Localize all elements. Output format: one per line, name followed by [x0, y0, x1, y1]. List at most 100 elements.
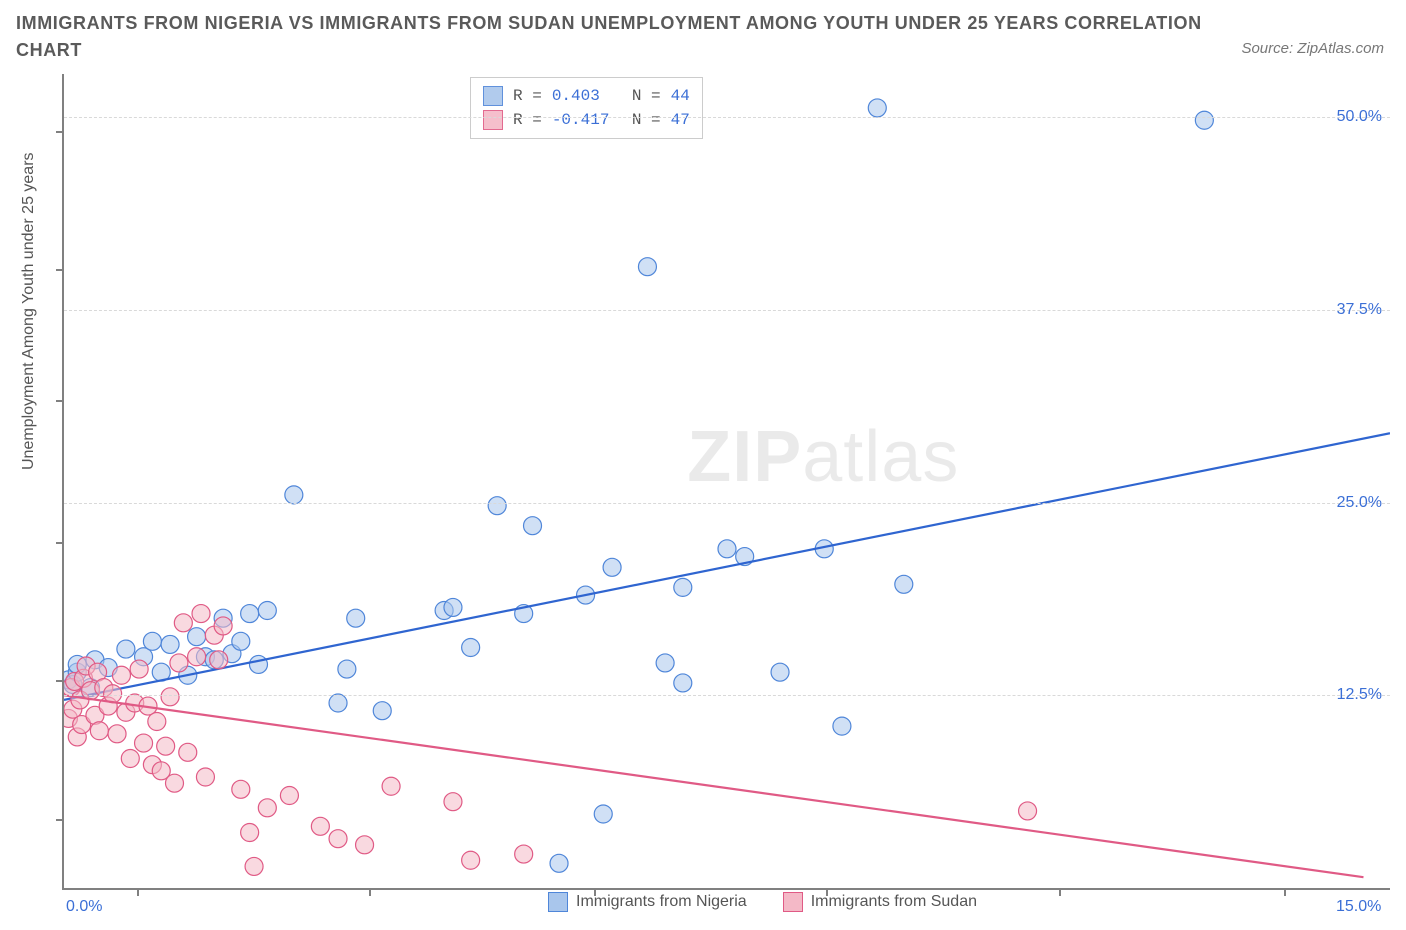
scatter-point-sudan [356, 836, 374, 854]
gridline [64, 117, 1390, 118]
scatter-point-sudan [192, 605, 210, 623]
scatter-point-nigeria [347, 609, 365, 627]
gridline [64, 503, 1390, 504]
scatter-point-nigeria [338, 660, 356, 678]
scatter-point-nigeria [638, 258, 656, 276]
y-tick-label: 25.0% [1337, 494, 1382, 512]
legend-n-value: 47 [671, 108, 690, 132]
scatter-point-sudan [108, 725, 126, 743]
scatter-point-sudan [157, 737, 175, 755]
legend-n-label: N = [632, 84, 661, 108]
scatter-point-nigeria [232, 632, 250, 650]
scatter-point-nigeria [143, 632, 161, 650]
scatter-point-sudan [382, 777, 400, 795]
scatter-point-nigeria [1195, 111, 1213, 129]
gridline [64, 310, 1390, 311]
scatter-point-sudan [245, 857, 263, 875]
scatter-point-nigeria [594, 805, 612, 823]
x-tick-mark [1059, 888, 1061, 896]
y-tick-mark [56, 400, 64, 402]
scatter-point-sudan [1019, 802, 1037, 820]
legend-item-sudan: Immigrants from Sudan [783, 892, 977, 912]
legend-item-nigeria: Immigrants from Nigeria [548, 892, 747, 912]
scatter-point-nigeria [444, 598, 462, 616]
legend-swatch-sudan [783, 892, 803, 912]
scatter-point-sudan [166, 774, 184, 792]
legend-series-name: Immigrants from Sudan [811, 893, 977, 911]
scatter-point-sudan [241, 824, 259, 842]
y-tick-mark [56, 131, 64, 133]
scatter-point-sudan [174, 614, 192, 632]
chart-container: IMMIGRANTS FROM NIGERIA VS IMMIGRANTS FR… [0, 0, 1406, 930]
scatter-point-sudan [90, 722, 108, 740]
scatter-point-nigeria [718, 540, 736, 558]
scatter-point-nigeria [524, 517, 542, 535]
correlation-legend: R =0.403N =44R =-0.417N =47 [470, 77, 703, 139]
legend-swatch-nigeria [548, 892, 568, 912]
y-tick-label: 37.5% [1337, 301, 1382, 319]
scatter-point-sudan [214, 617, 232, 635]
legend-swatch-nigeria [483, 86, 503, 106]
scatter-point-sudan [104, 685, 122, 703]
scatter-point-sudan [329, 830, 347, 848]
x-tick-mark [1284, 888, 1286, 896]
legend-row-nigeria: R =0.403N =44 [483, 84, 690, 108]
scatter-point-nigeria [895, 575, 913, 593]
scatter-point-sudan [280, 787, 298, 805]
x-tick-mark [137, 888, 139, 896]
y-tick-mark [56, 680, 64, 682]
scatter-point-nigeria [249, 655, 267, 673]
scatter-point-nigeria [373, 702, 391, 720]
scatter-point-nigeria [117, 640, 135, 658]
legend-r-label: R = [513, 108, 542, 132]
scatter-point-sudan [188, 648, 206, 666]
scatter-point-nigeria [674, 674, 692, 692]
legend-series-name: Immigrants from Nigeria [576, 893, 747, 911]
scatter-point-sudan [258, 799, 276, 817]
trend-line-sudan [64, 695, 1363, 877]
x-tick-mark [594, 888, 596, 896]
scatter-point-sudan [179, 743, 197, 761]
legend-r-value: -0.417 [552, 108, 622, 132]
scatter-point-nigeria [868, 99, 886, 117]
scatter-point-nigeria [674, 578, 692, 596]
x-axis-origin-label: 0.0% [66, 898, 102, 916]
scatter-point-nigeria [188, 628, 206, 646]
scatter-point-sudan [130, 660, 148, 678]
scatter-point-sudan [170, 654, 188, 672]
scatter-point-sudan [121, 750, 139, 768]
trend-line-nigeria [64, 433, 1390, 700]
x-axis-max-label: 15.0% [1336, 898, 1381, 916]
scatter-point-sudan [196, 768, 214, 786]
scatter-plot-area: ZIPatlas R =0.403N =44R =-0.417N =47 Imm… [62, 74, 1390, 890]
scatter-point-nigeria [603, 558, 621, 576]
scatter-point-nigeria [241, 605, 259, 623]
scatter-point-sudan [112, 666, 130, 684]
legend-n-value: 44 [671, 84, 690, 108]
gridline [64, 695, 1390, 696]
scatter-point-nigeria [161, 635, 179, 653]
source-attribution: Source: ZipAtlas.com [1241, 40, 1384, 57]
scatter-point-sudan [311, 817, 329, 835]
scatter-point-sudan [462, 851, 480, 869]
y-tick-label: 50.0% [1337, 108, 1382, 126]
scatter-point-sudan [135, 734, 153, 752]
x-tick-mark [826, 888, 828, 896]
legend-swatch-sudan [483, 110, 503, 130]
scatter-point-nigeria [771, 663, 789, 681]
legend-row-sudan: R =-0.417N =47 [483, 108, 690, 132]
chart-title: IMMIGRANTS FROM NIGERIA VS IMMIGRANTS FR… [16, 10, 1206, 64]
scatter-point-nigeria [488, 497, 506, 515]
x-tick-mark [369, 888, 371, 896]
scatter-point-sudan [515, 845, 533, 863]
scatter-point-sudan [161, 688, 179, 706]
scatter-point-nigeria [550, 854, 568, 872]
scatter-point-nigeria [285, 486, 303, 504]
scatter-point-nigeria [833, 717, 851, 735]
scatter-point-sudan [210, 651, 228, 669]
scatter-point-sudan [148, 713, 166, 731]
scatter-svg-layer [64, 74, 1390, 888]
y-tick-label: 12.5% [1337, 686, 1382, 704]
y-tick-mark [56, 269, 64, 271]
scatter-point-nigeria [462, 639, 480, 657]
